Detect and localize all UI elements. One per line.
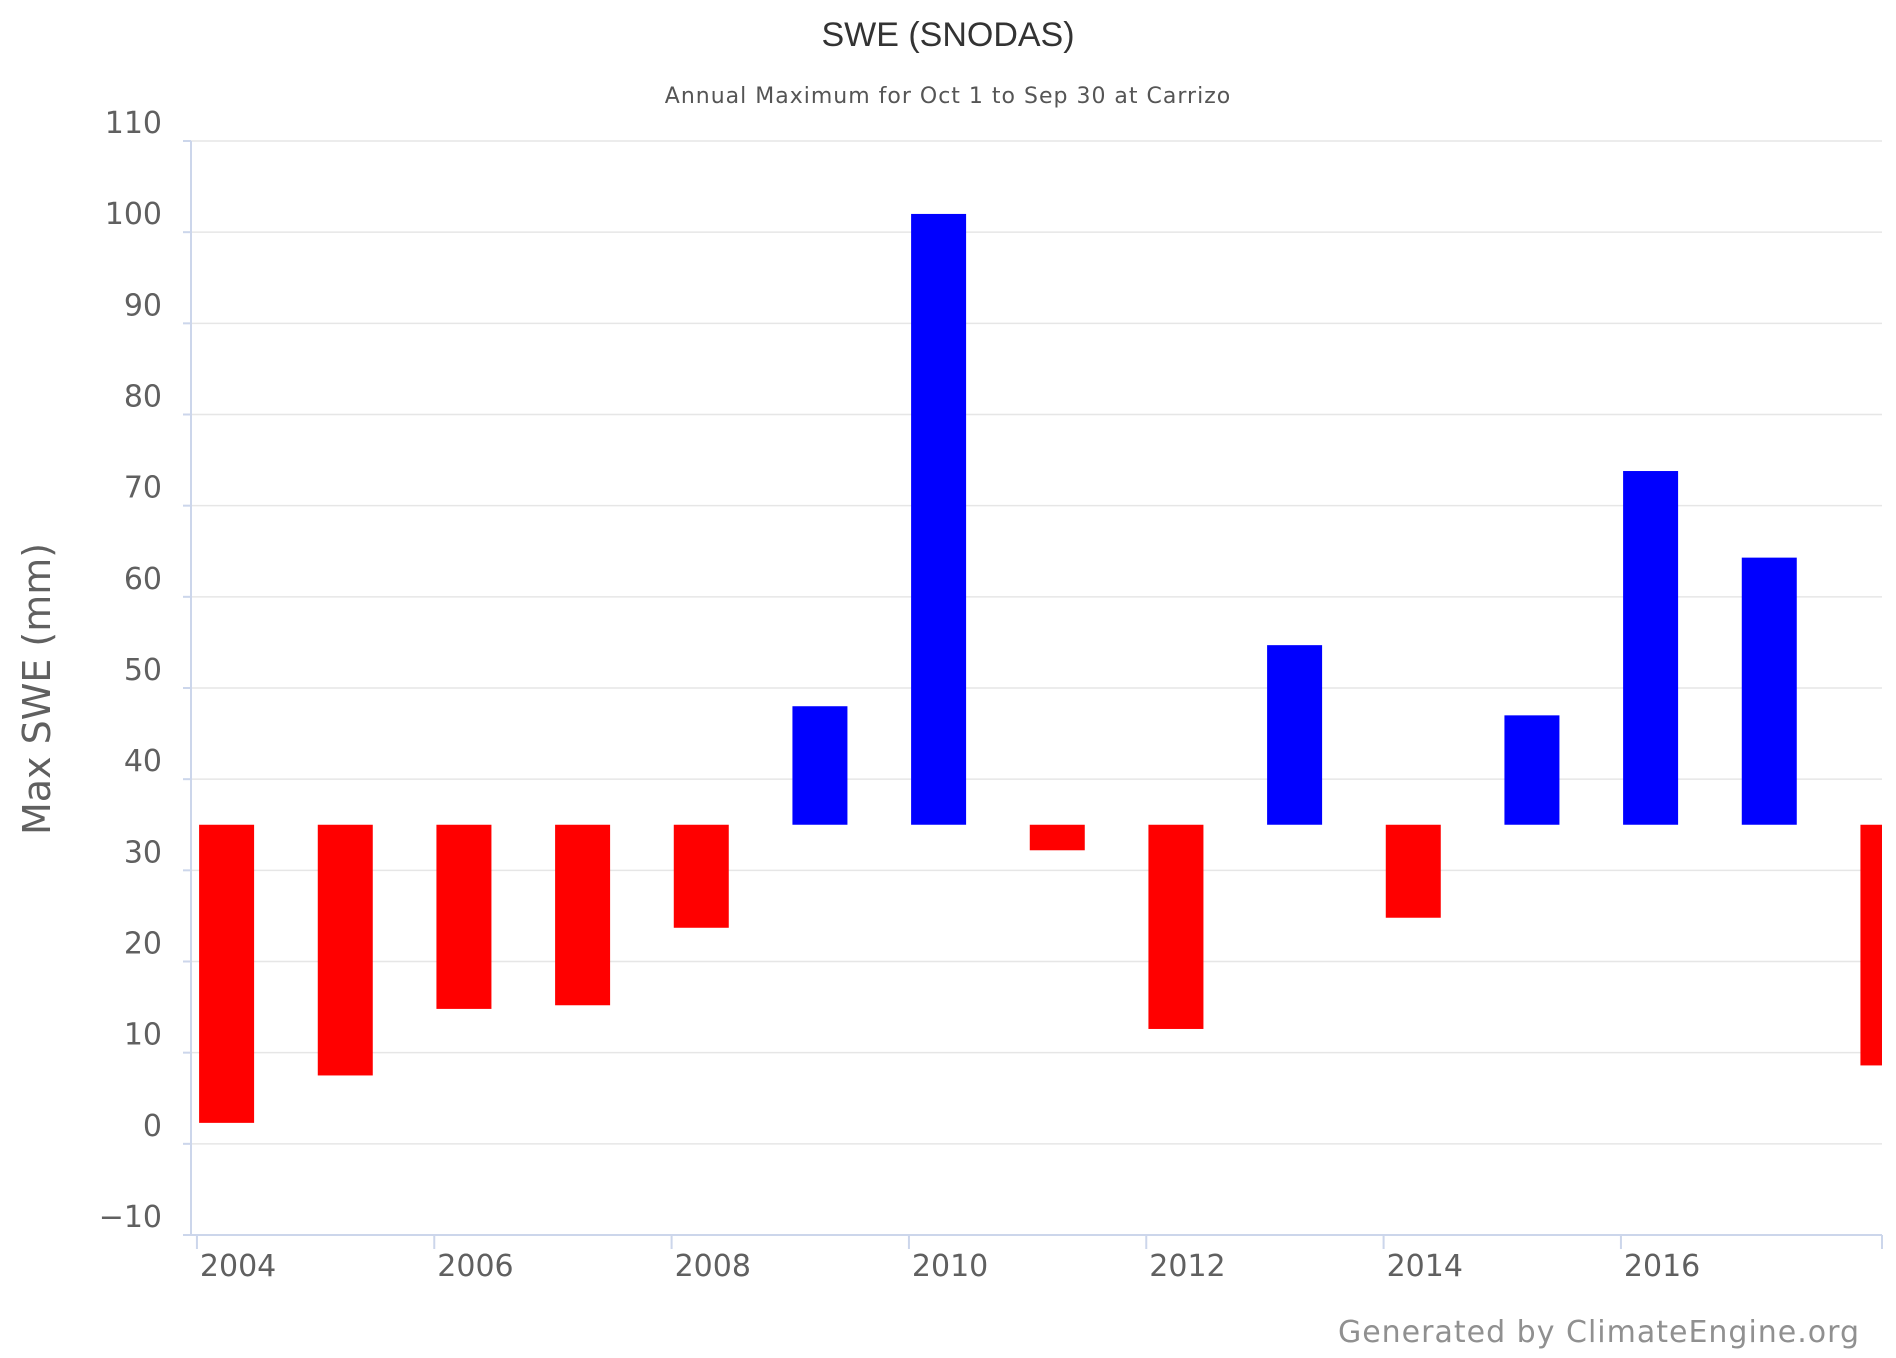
x-axis-tick-labels: 2004 2006 2008 2010 2012 2014 2016 (200, 1249, 1700, 1284)
bar-series (199, 213, 1882, 1123)
y-tick-label: 20 (124, 927, 162, 962)
bar-2008[interactable] (673, 824, 729, 928)
chart-subtitle: Annual Maximum for Oct 1 to Sep 30 at Ca… (665, 84, 1231, 109)
y-tick-label: 100 (105, 197, 162, 232)
x-tick-label: 2006 (437, 1249, 513, 1284)
bar-2017[interactable] (1741, 557, 1797, 825)
bar-2013[interactable] (1267, 645, 1323, 825)
x-tick-label: 2004 (200, 1249, 276, 1284)
bar-2018[interactable] (1860, 824, 1882, 1066)
bar-2005[interactable] (317, 824, 373, 1076)
y-axis-title: Max SWE (mm) (15, 543, 59, 835)
y-tick-label: 60 (124, 562, 162, 597)
axes (190, 141, 1883, 1249)
y-tick-label: 70 (124, 471, 162, 506)
x-tick-label: 2008 (675, 1249, 751, 1284)
bar-2009[interactable] (792, 706, 848, 825)
x-tick-label: 2012 (1149, 1249, 1225, 1284)
y-tick-label: 80 (124, 380, 162, 415)
y-tick-label: 0 (143, 1109, 162, 1144)
y-tick-label: −10 (99, 1200, 162, 1235)
y-gridlines (183, 140, 1882, 1236)
credits-link[interactable]: Generated by ClimateEngine.org (1338, 1315, 1860, 1350)
y-tick-label: 30 (124, 835, 162, 870)
y-axis-tick-labels: −10 0 10 20 30 40 50 60 70 80 90 100 110 (99, 106, 162, 1235)
y-tick-label: 40 (124, 744, 162, 779)
bar-2016[interactable] (1623, 471, 1679, 825)
bar-2014[interactable] (1385, 824, 1441, 918)
bar-2007[interactable] (555, 824, 611, 1006)
y-tick-label: 50 (124, 653, 162, 688)
bar-2004[interactable] (199, 824, 255, 1123)
x-tick-label: 2014 (1387, 1249, 1463, 1284)
x-tick-label: 2010 (912, 1249, 988, 1284)
y-tick-label: 110 (105, 106, 162, 141)
y-tick-label: 90 (124, 288, 162, 323)
bar-2011[interactable] (1029, 824, 1085, 851)
y-tick-label: 10 (124, 1018, 162, 1053)
bar-2015[interactable] (1504, 715, 1560, 825)
chart-title: SWE (SNODAS) (821, 16, 1074, 54)
bar-2010[interactable] (911, 213, 967, 825)
bar-2012[interactable] (1148, 824, 1204, 1029)
x-tick-label: 2016 (1624, 1249, 1700, 1284)
bar-2006[interactable] (436, 824, 492, 1009)
